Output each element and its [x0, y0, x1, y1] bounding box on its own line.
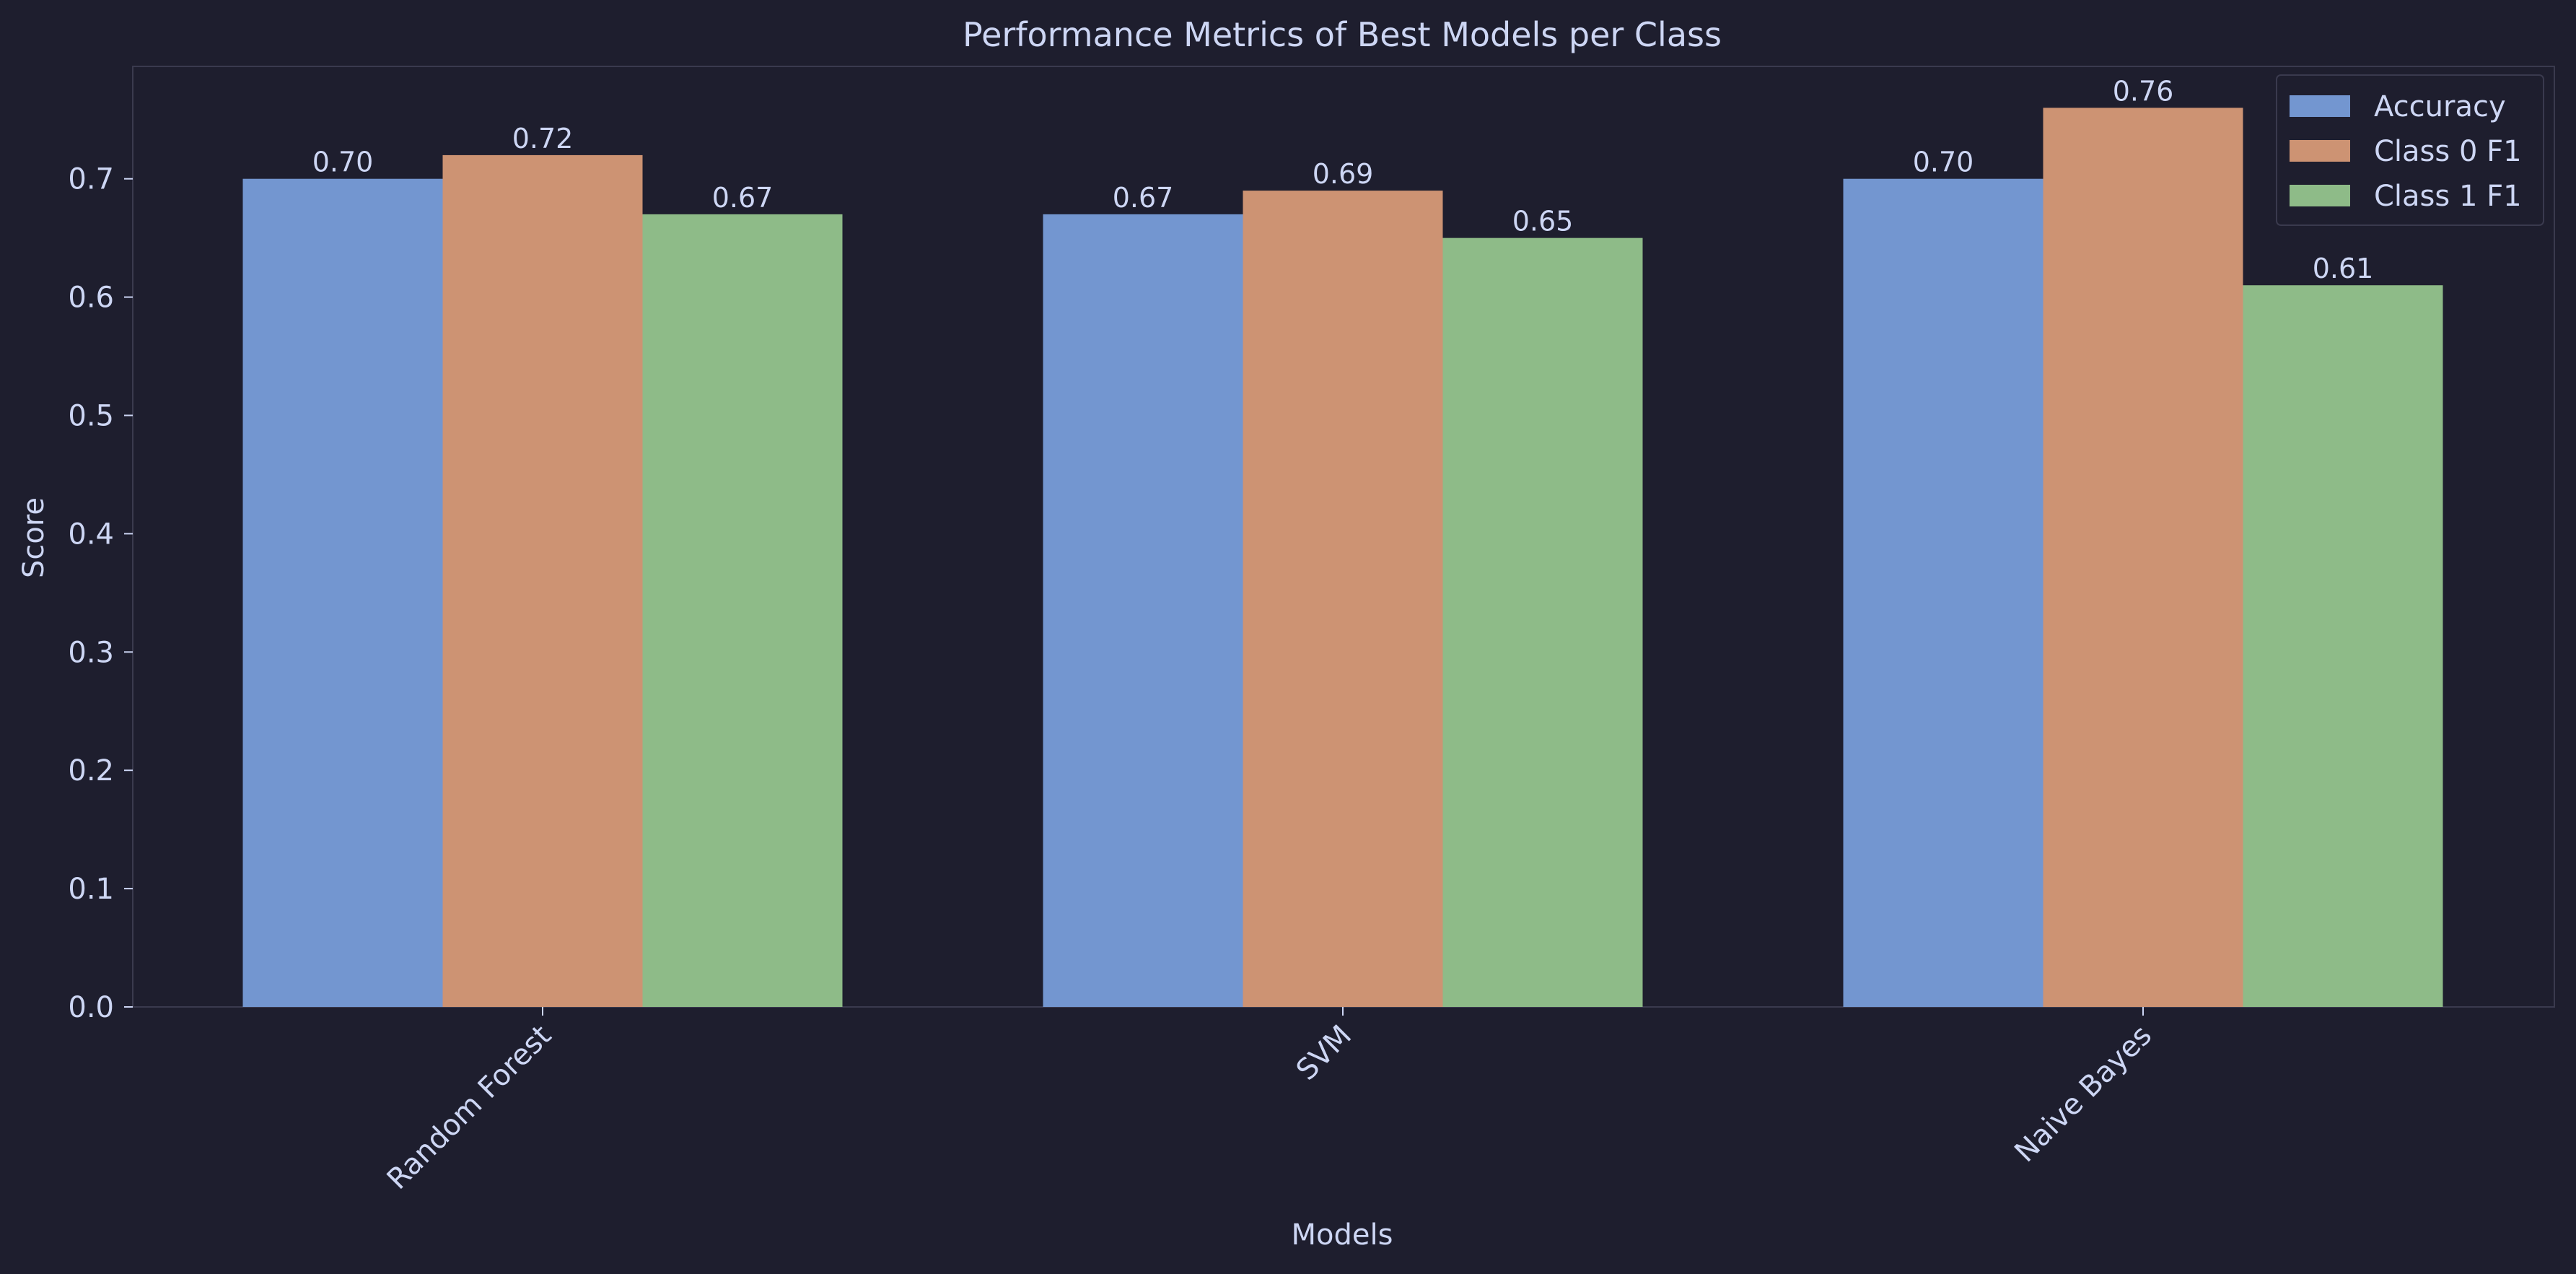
bar-class-1-f1-naive-bayes — [2243, 285, 2443, 1007]
bar-class-0-f1-random-forest — [442, 154, 643, 1007]
bar-class-1-f1-random-forest — [642, 214, 843, 1007]
bar-value-label: 0.67 — [1113, 182, 1174, 214]
bars-group — [242, 108, 2443, 1008]
bar-value-label: 0.61 — [2313, 253, 2374, 284]
legend-label: Class 1 F1 — [2374, 180, 2522, 213]
bar-class-0-f1-naive-bayes — [2043, 108, 2243, 1008]
legend: Accuracy Class 0 F1 Class 1 F1 — [2276, 74, 2544, 226]
bar-value-label: 0.70 — [1913, 147, 1974, 178]
bar-accuracy-naive-bayes — [1843, 178, 2043, 1008]
legend-swatch — [2290, 140, 2350, 162]
bar-accuracy-random-forest — [242, 178, 443, 1008]
y-tick-label: 0.5 — [68, 400, 114, 433]
y-tick-label: 0.2 — [68, 754, 114, 787]
bar-value-label: 0.67 — [712, 182, 774, 214]
bar-value-label: 0.72 — [512, 123, 574, 154]
y-tick-label: 0.4 — [68, 518, 114, 551]
legend-label: Accuracy — [2374, 90, 2506, 123]
bar-class-0-f1-svm — [1243, 191, 1443, 1007]
bar-value-label: 0.76 — [2113, 75, 2174, 107]
y-axis-label: Score — [17, 497, 51, 578]
y-tick-label: 0.1 — [68, 873, 114, 906]
legend-label: Class 0 F1 — [2374, 135, 2522, 168]
x-axis-label: Models — [1292, 1218, 1393, 1252]
y-axis: 0.0 0.1 0.2 0.3 0.4 0.5 0.6 0.7 — [68, 163, 133, 1024]
legend-swatch — [2290, 95, 2350, 117]
y-tick-label: 0.6 — [68, 282, 114, 315]
y-tick-label: 0.7 — [68, 163, 114, 196]
chart-title: Performance Metrics of Best Models per C… — [963, 15, 1722, 54]
bar-value-label: 0.70 — [312, 147, 374, 178]
bar-class-1-f1-svm — [1442, 237, 1643, 1008]
bar-accuracy-svm — [1043, 214, 1243, 1007]
bar-value-labels: 0.70 0.67 0.70 0.72 0.69 0.76 0.67 0.65 0.61 — [312, 75, 2374, 284]
legend-swatch — [2290, 185, 2350, 206]
y-tick-label: 0.0 — [68, 991, 114, 1024]
bar-value-label: 0.69 — [1313, 158, 1374, 190]
bar-value-label: 0.65 — [1512, 206, 1574, 237]
y-tick-label: 0.3 — [68, 636, 114, 669]
